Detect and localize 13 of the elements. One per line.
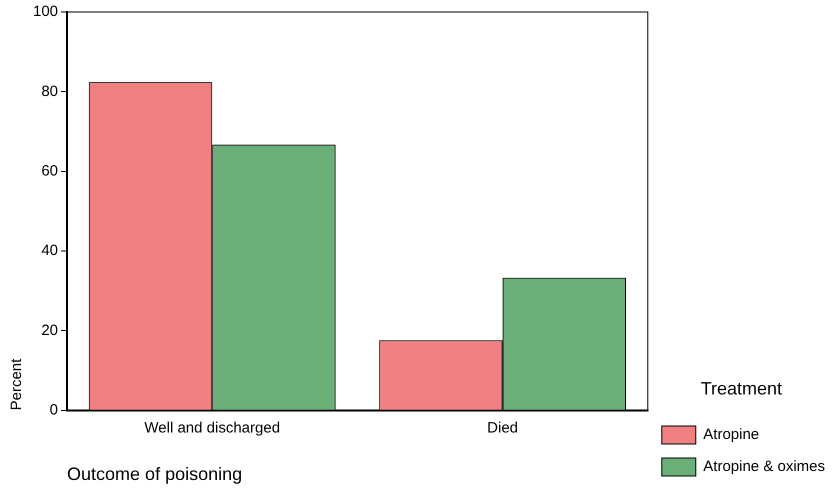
- x-tick-label: Well and discharged: [144, 420, 280, 437]
- x-axis-title: Outcome of poisoning: [67, 464, 242, 484]
- y-tick-label: 20: [41, 322, 58, 339]
- legend-title: Treatment: [700, 378, 782, 398]
- y-axis-title: Percent: [8, 358, 26, 410]
- y-tick-label: 0: [50, 402, 58, 419]
- y-tick-label: 60: [41, 162, 58, 180]
- y-tick-label: 100: [32, 3, 58, 20]
- legend-label: Atropine: [703, 426, 760, 444]
- x-tick-label: Died: [487, 420, 518, 437]
- y-tick-label: 80: [41, 82, 58, 100]
- legend-label: Atropine & oximes: [703, 458, 826, 476]
- y-tick-label: 40: [41, 242, 58, 260]
